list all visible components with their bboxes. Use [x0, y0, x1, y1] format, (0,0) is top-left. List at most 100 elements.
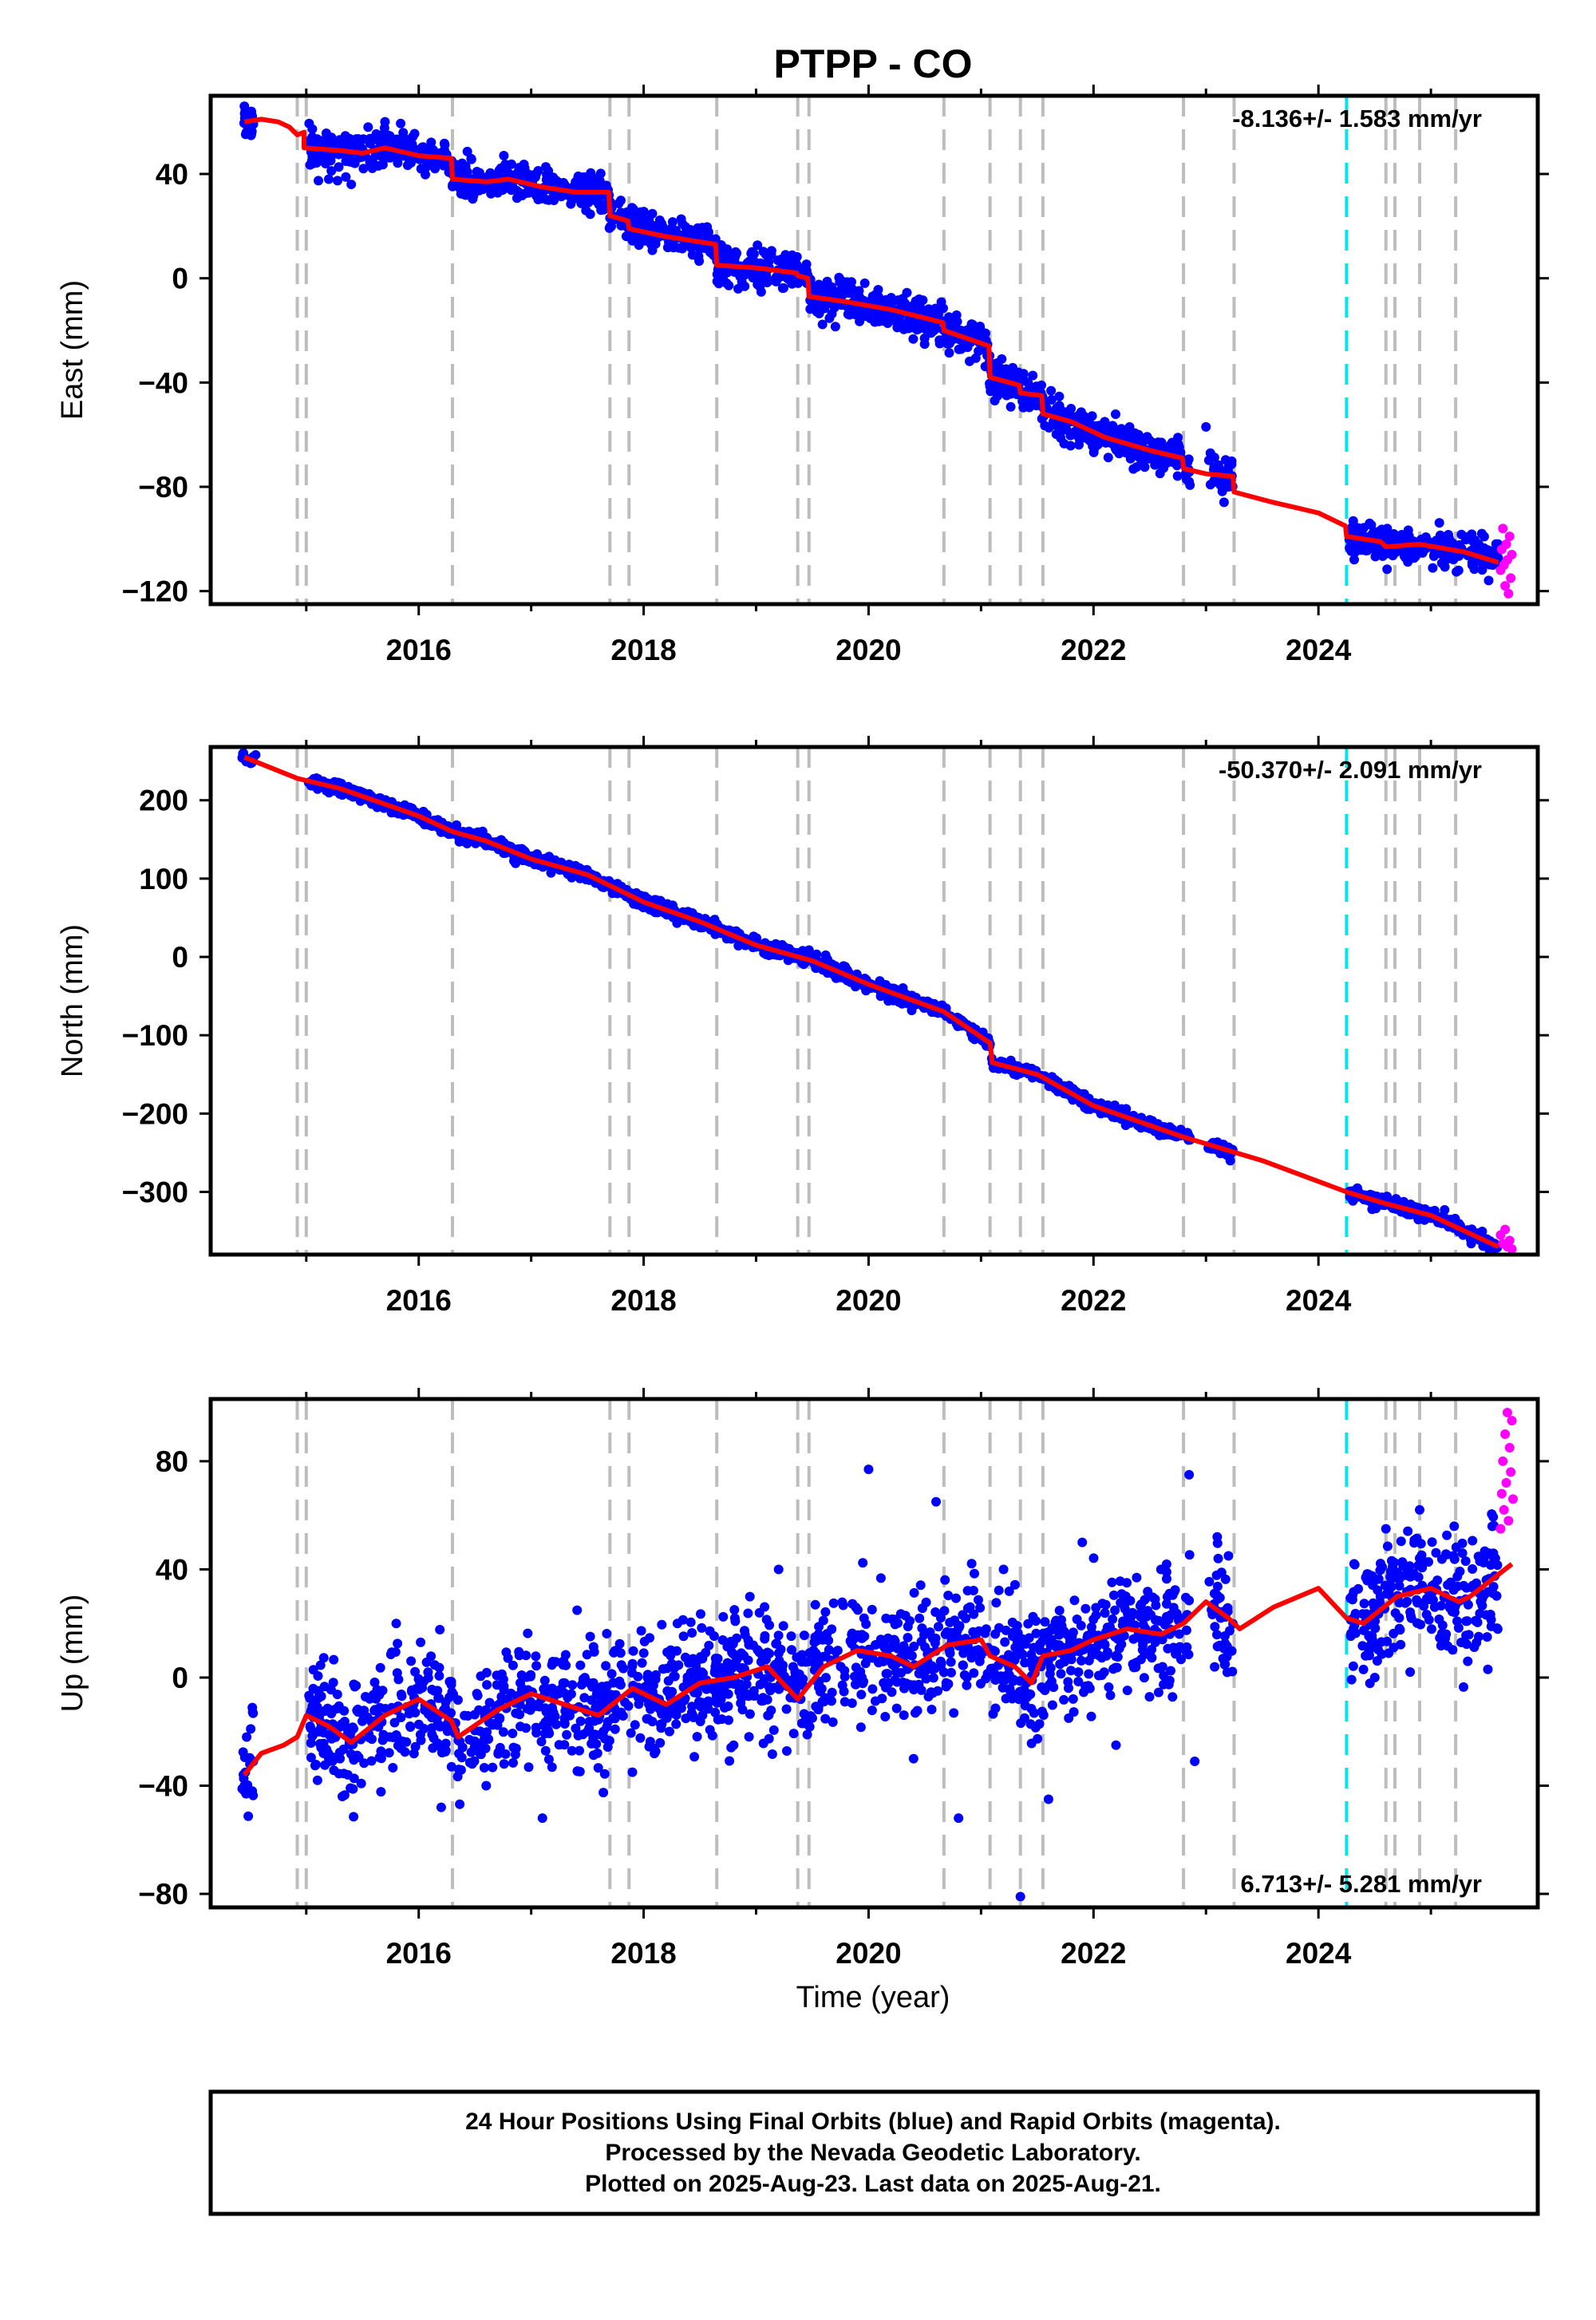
final-orbit-point [867, 1705, 877, 1715]
final-orbit-point [753, 240, 762, 250]
final-orbit-point [1140, 1673, 1149, 1682]
final-orbit-point [1132, 462, 1141, 472]
final-orbit-point [949, 1708, 958, 1717]
final-orbit-point [1384, 532, 1393, 541]
final-orbit-point [1067, 1632, 1077, 1642]
final-orbit-point [774, 1630, 784, 1640]
final-orbit-point [524, 1762, 534, 1772]
final-orbit-point [779, 1621, 788, 1630]
final-orbit-point [577, 1680, 587, 1690]
final-orbit-point [738, 1705, 748, 1714]
final-orbit-point [879, 312, 889, 322]
final-orbit-point [787, 1631, 796, 1641]
final-orbit-point [607, 1669, 617, 1678]
final-orbit-point [576, 1717, 586, 1726]
final-orbit-point [986, 386, 995, 396]
final-orbit-point [1440, 562, 1450, 571]
final-orbit-point [1349, 525, 1359, 535]
final-orbit-point [378, 133, 388, 143]
final-orbit-point [1028, 371, 1037, 381]
final-orbit-point [967, 1559, 977, 1568]
y-tick-label: −200 [122, 1097, 188, 1130]
final-orbit-point [334, 1769, 344, 1778]
final-orbit-point [434, 1671, 444, 1681]
final-orbit-point [697, 1623, 706, 1633]
final-orbit-point [999, 367, 1009, 377]
final-orbit-point [745, 1592, 755, 1602]
final-orbit-point [1047, 1677, 1057, 1686]
final-orbit-point [493, 1749, 503, 1759]
final-orbit-point [326, 166, 336, 176]
final-orbit-point [396, 119, 405, 128]
final-orbit-point [724, 1701, 733, 1711]
y-tick-label: −120 [122, 575, 188, 608]
y-tick-label: 40 [156, 158, 188, 191]
final-orbit-point [788, 1678, 798, 1687]
final-orbit-point [562, 1730, 571, 1740]
final-orbit-point [755, 282, 764, 291]
final-orbit-point [717, 1714, 727, 1724]
final-orbit-point [1056, 433, 1065, 443]
final-orbit-point [1084, 1670, 1093, 1679]
final-orbit-point [924, 304, 934, 314]
final-orbit-point [910, 1588, 919, 1598]
chart-title: PTPP - CO [773, 41, 972, 86]
final-orbit-point [705, 1626, 715, 1636]
final-orbit-point [523, 1629, 532, 1638]
final-orbit-point [598, 1788, 608, 1797]
final-orbit-point [1209, 462, 1219, 472]
final-orbit-point [463, 185, 472, 195]
final-orbit-point [1373, 529, 1383, 539]
final-orbit-point [326, 156, 336, 165]
final-orbit-point [1410, 552, 1420, 562]
final-orbit-point [701, 1685, 711, 1694]
final-orbit-point [1134, 430, 1144, 440]
final-orbit-point [772, 272, 781, 282]
final-orbit-point [788, 251, 797, 260]
final-orbit-point [896, 1609, 906, 1618]
final-orbit-point [1184, 476, 1194, 486]
x-tick-label: 2018 [610, 1284, 676, 1317]
y-tick-label: 100 [139, 863, 188, 895]
x-tick-label: 2022 [1061, 634, 1126, 666]
final-orbit-point [1144, 1650, 1153, 1659]
final-orbit-point [516, 1721, 525, 1731]
final-orbit-point [335, 135, 345, 144]
final-orbit-point [839, 1601, 848, 1611]
final-orbit-point [940, 1575, 950, 1585]
final-orbit-point [634, 1699, 644, 1709]
final-orbit-point [1088, 1615, 1098, 1624]
final-orbit-point [1121, 427, 1131, 437]
final-orbit-point [696, 1609, 705, 1618]
final-orbit-point [774, 1649, 784, 1658]
final-orbit-point [814, 1705, 824, 1714]
final-orbit-point [838, 1681, 847, 1690]
final-orbit-point [820, 1697, 829, 1706]
x-tick-label: 2020 [836, 634, 901, 666]
final-orbit-point [1349, 555, 1359, 564]
final-orbit-point [974, 1595, 983, 1605]
final-orbit-point [1111, 409, 1120, 419]
final-orbit-point [1435, 518, 1444, 528]
final-orbit-point [581, 206, 591, 215]
final-orbit-point [693, 1732, 702, 1741]
final-orbit-point [1116, 1576, 1125, 1586]
final-orbit-point [488, 1763, 497, 1773]
y-axis-title: North (mm) [56, 924, 89, 1077]
final-orbit-point [1066, 404, 1076, 413]
final-orbit-point [531, 172, 540, 182]
final-orbit-point [914, 324, 923, 334]
final-orbit-point [793, 279, 803, 288]
final-orbit-point [782, 1746, 792, 1756]
final-orbit-point [1162, 1574, 1171, 1583]
final-orbit-point [1210, 453, 1219, 462]
final-orbit-point [1073, 1615, 1082, 1624]
final-orbit-point [782, 1705, 792, 1714]
final-orbit-point [1057, 1669, 1066, 1678]
final-orbit-point [579, 173, 588, 183]
final-orbit-point [248, 1709, 258, 1718]
final-orbit-point [1382, 564, 1392, 574]
final-orbit-point [358, 164, 368, 173]
final-orbit-point [899, 1710, 909, 1720]
